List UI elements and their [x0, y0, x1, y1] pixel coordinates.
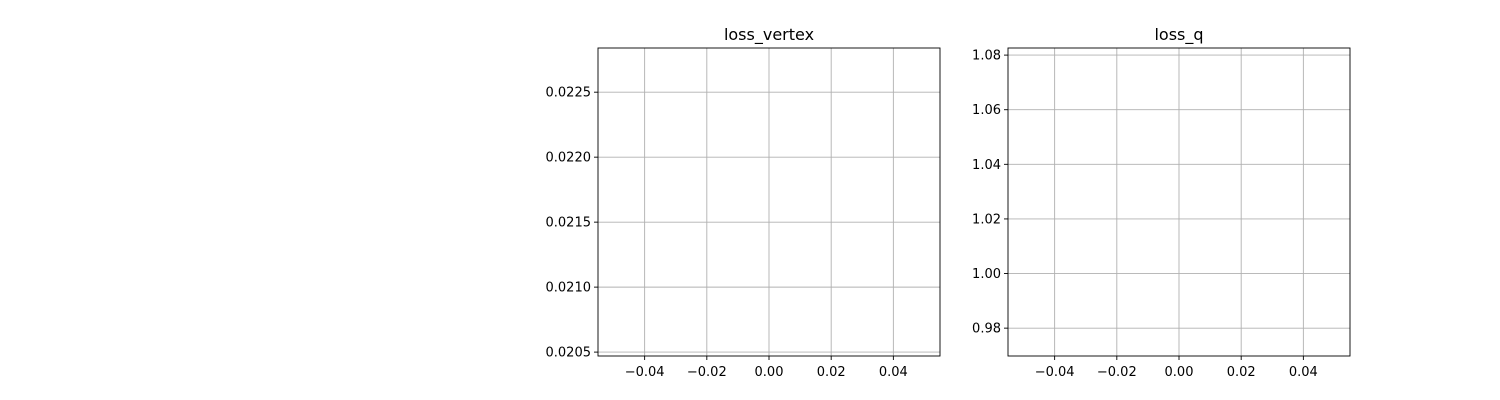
- x-tick-label: 0.02: [1227, 365, 1256, 380]
- y-tick-label: 1.06: [972, 103, 1001, 118]
- chart-title: loss_q: [1154, 25, 1203, 45]
- y-tick-label: 0.0210: [546, 281, 592, 296]
- y-tick-label: 0.0205: [546, 346, 592, 361]
- subplot-loss-vertex: loss_vertex −0.04 −0.02 0.00 0.02 0.04 0.0205…: [546, 25, 941, 380]
- x-tick-label: −0.04: [625, 365, 665, 380]
- y-tick-label: 0.98: [972, 322, 1001, 337]
- x-tick-label: 0.00: [1165, 365, 1194, 380]
- y-tick-label: 1.04: [972, 158, 1001, 173]
- y-tick-label: 1.08: [972, 49, 1001, 64]
- x-tick-label: 0.00: [755, 365, 784, 380]
- subplot-loss-q: loss_q −0.04 −0.02 0.00 0.02 0.04 0.98 1.00 1.0…: [972, 25, 1351, 380]
- y-tick-label: 0.0225: [546, 86, 592, 101]
- y-tick-label: 0.0220: [546, 151, 592, 166]
- y-tick-label: 1.02: [972, 212, 1001, 227]
- x-tick-label: −0.02: [1097, 365, 1137, 380]
- x-tick-label: 0.02: [817, 365, 846, 380]
- y-tick-label: 1.00: [972, 267, 1001, 282]
- x-tick-label: −0.04: [1035, 365, 1075, 380]
- x-tick-label: 0.04: [879, 365, 908, 380]
- y-tick-label: 0.0215: [546, 216, 592, 231]
- x-tick-label: 0.04: [1289, 365, 1318, 380]
- x-tick-label: −0.02: [687, 365, 727, 380]
- chart-title: loss_vertex: [724, 25, 814, 45]
